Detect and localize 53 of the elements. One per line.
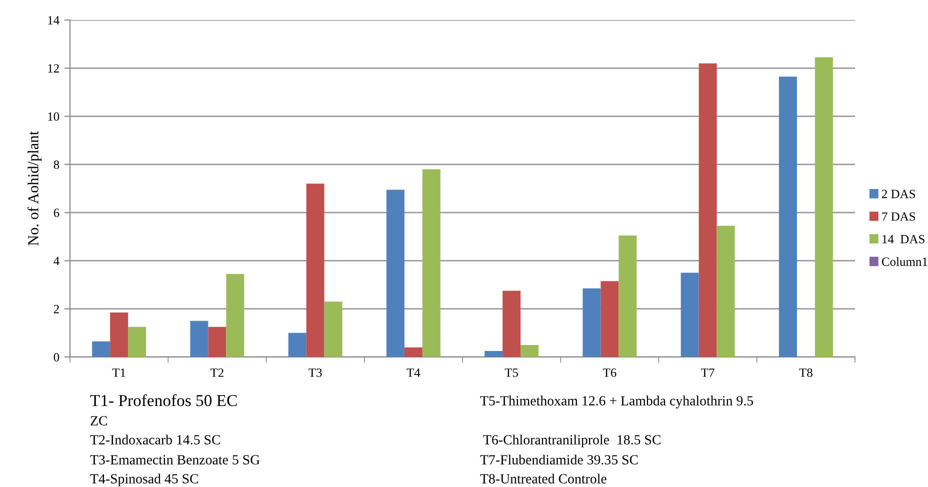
bar [128,326,146,357]
bar [680,272,699,357]
x-tick-label: T5 [504,368,518,377]
y-tick-label: 12 [48,64,59,72]
legend-label: 14 DAS [882,234,924,244]
y-tick-label: 0 [54,353,60,362]
text: ZC [90,416,107,426]
legend-label: 2 DAS [882,190,916,198]
bar [814,57,833,357]
bar [386,190,404,357]
bar [404,347,422,357]
bar [110,312,128,357]
legend-label: Column1 [882,257,928,266]
x-tick-label: T2 [210,368,224,377]
bar [600,281,619,357]
legend-label: 7 DAS [882,212,916,221]
text: T3-Emamectin Benzoate 5 SG [90,455,260,464]
y-tick-label: 14 [48,16,60,24]
bar [520,344,539,357]
bar [716,226,735,357]
bar [226,274,244,357]
text: T2-Indoxacarb 14.5 SC [90,434,220,445]
y-tick-label: 4 [54,256,60,266]
bar [484,350,503,357]
x-tick-label: T4 [406,368,420,377]
bar [324,302,342,357]
x-tick-label: T3 [308,368,322,377]
x-tick-label: T1 [112,368,126,377]
bar [92,341,110,357]
text: T5-Thimethoxam 12.6 + Lambda cyhalothrin 9.5 [480,396,754,408]
bar [502,290,521,357]
text: T4-Spinosad 45 SC [90,474,198,486]
x-tick-label: T8 [799,368,812,377]
text: T1- Profenofos 50 EC [90,394,237,406]
text: T7-Flubendiamide 39.35 SC [480,454,638,465]
y-tick-label: 2 [54,304,59,314]
x-tick-label: T6 [602,368,616,377]
x-tick-label: T7 [701,368,714,377]
y-tick-label: 8 [54,160,60,169]
y-axis-title: No. of Aohid/plant [28,131,42,246]
text: T6-Chlorantraniliprole 18.5 SC [483,434,660,448]
bar [698,63,717,357]
bar [190,320,208,357]
bar [582,288,601,357]
y-tick-label: 6 [54,208,60,218]
text: T8-Untreated Controle [480,474,606,484]
bar [306,184,324,357]
bar [422,169,440,357]
bar [778,76,797,357]
bar [618,235,637,357]
y-tick-label: 10 [48,112,60,121]
bar [208,326,226,357]
bar [288,332,306,357]
